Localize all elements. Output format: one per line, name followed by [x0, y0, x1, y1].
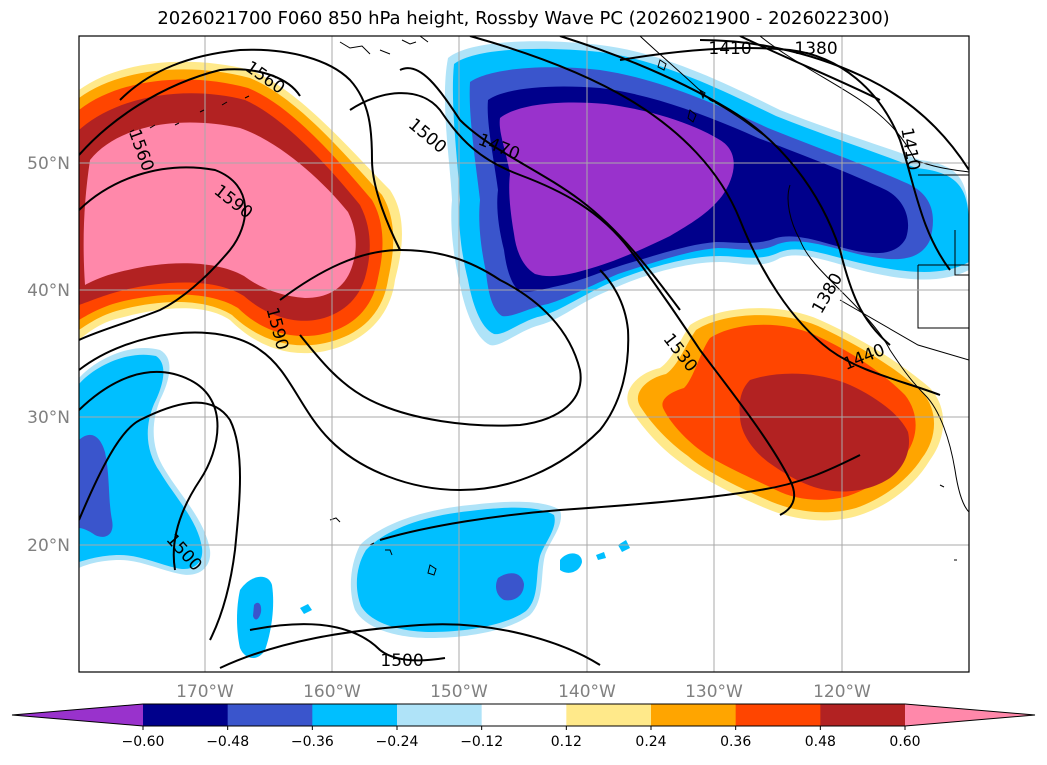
lon-label-120w: 120°W	[813, 682, 871, 702]
colorbar-segment	[312, 704, 398, 726]
lon-label-130w: 130°W	[685, 682, 743, 702]
contour-label-1380a: 1380	[794, 39, 837, 59]
colorbar-segment	[481, 704, 567, 726]
lat-label-20n: 20°N	[27, 536, 70, 556]
colorbar-segment	[735, 704, 821, 726]
colorbar-tick-label: 0.48	[805, 734, 836, 750]
colorbar-tick-label: 0.24	[635, 734, 666, 750]
anomaly-negative-southwest	[79, 348, 630, 659]
colorbar-segment	[651, 704, 737, 726]
latitude-labels: 50°N 40°N 30°N 20°N	[27, 154, 70, 556]
map-frame	[78, 35, 970, 673]
colorbar-tick-label: −0.24	[376, 734, 419, 750]
lat-label-50n: 50°N	[27, 154, 70, 174]
colorbar-segment	[566, 704, 652, 726]
height-contours	[79, 36, 969, 669]
colorbar-tick-label: 0.36	[720, 734, 751, 750]
anomaly-negative-northeast	[444, 41, 969, 346]
colorbar-tick-label: −0.36	[291, 734, 334, 750]
colorbar-segment	[143, 704, 229, 726]
colorbar-tick-label: −0.48	[206, 734, 249, 750]
colorbar-segment	[227, 704, 313, 726]
anomaly-positive-northwest	[79, 61, 402, 354]
colorbar-tick-label: 0.12	[551, 734, 582, 750]
colorbar-segment	[397, 704, 483, 726]
colorbar-tick-label: 0.60	[889, 734, 920, 750]
colorbar-tick-label: −0.12	[460, 734, 503, 750]
colorbar-segment	[820, 704, 906, 726]
colorbar-extend-high	[905, 704, 1035, 726]
anomaly-positive-southeast	[627, 308, 944, 521]
lon-label-150w: 150°W	[430, 682, 488, 702]
lon-label-140w: 140°W	[558, 682, 616, 702]
lat-label-40n: 40°N	[27, 281, 70, 301]
lon-label-170w: 170°W	[176, 682, 234, 702]
colorbar-extend-low	[12, 704, 143, 726]
contour-label-1410a: 1410	[708, 39, 751, 59]
longitude-labels: 170°W 160°W 150°W 140°W 130°W 120°W	[176, 682, 871, 702]
graticule	[79, 36, 969, 672]
lon-label-160w: 160°W	[303, 682, 361, 702]
colorbar-tick-label: −0.60	[122, 734, 165, 750]
coastlines	[129, 36, 969, 576]
contour-label-1500c: 1500	[380, 651, 423, 671]
colorbar: −0.60 −0.48 −0.36 −0.24 −0.12 0.12 0.24 0.36 0.4…	[11, 703, 1036, 750]
lat-label-30n: 30°N	[27, 408, 70, 428]
map-area: 1560 1560 1590 1590 1500 1470 1410 1380 …	[79, 36, 969, 672]
map-title: 2026021700 F060 850 hPa height, Rossby W…	[157, 8, 890, 29]
